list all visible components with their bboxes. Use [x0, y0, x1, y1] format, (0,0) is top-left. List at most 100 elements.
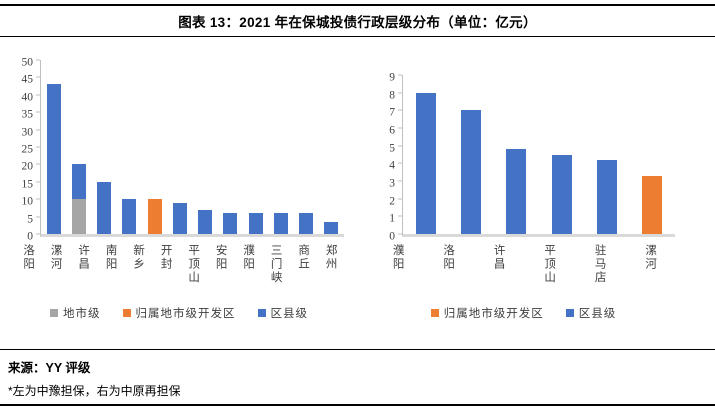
bar-segment-区县级 — [223, 213, 238, 234]
y-tick-label: 0 — [27, 230, 33, 243]
bar-slot-洛阳 — [41, 60, 66, 234]
y-tick-mark — [36, 146, 40, 148]
y-tick-mark — [398, 74, 402, 76]
bar-slot-南阳 — [117, 60, 142, 234]
right-chart-y-axis: 0 1 2 3 4 5 6 7 8 9 — [372, 72, 402, 242]
figure-title: 图表 13：2021 年在保城投债行政层级分布（单位：亿元） — [178, 15, 537, 30]
legend-label-归属地市级开发区: 归属地市级开发区 — [135, 308, 236, 320]
left-chart-legend: 地市级 归属地市级开发区 区县级 — [14, 305, 344, 321]
x-axis-label-开封: 开封 — [159, 244, 172, 271]
bar-segment-归属地市级开发区 — [642, 175, 663, 234]
bar-segment-地市级 — [71, 199, 86, 234]
bar-segment-区县级 — [122, 199, 137, 234]
y-tick-mark — [36, 163, 40, 165]
bar-segment-区县级 — [172, 202, 187, 234]
y-tick-mark — [36, 181, 40, 183]
bar-segment-区县级 — [299, 213, 314, 234]
bar-slot-郑州 — [319, 60, 344, 234]
x-axis-label-郑州: 郑州 — [324, 244, 337, 271]
y-tick-label: 9 — [389, 71, 395, 84]
bottom-rule — [0, 404, 715, 406]
x-label-slot: 安阳 — [207, 244, 235, 302]
x-label-slot: 洛阳 — [14, 244, 42, 302]
y-tick-label: 35 — [21, 108, 34, 121]
x-axis-label-漯河: 漯河 — [644, 244, 657, 271]
y-tick-mark — [398, 233, 402, 235]
y-tick-label: 20 — [21, 160, 34, 173]
bar-洛阳 — [46, 60, 61, 234]
x-label-slot: 许昌 — [69, 244, 97, 302]
bar-平顶山 — [198, 60, 213, 234]
y-tick-label: 15 — [21, 178, 34, 191]
x-label-slot: 南阳 — [97, 244, 125, 302]
legend-label-区县级: 区县级 — [578, 308, 617, 320]
x-label-slot: 平顶山 — [524, 244, 575, 302]
bar-segment-区县级 — [97, 181, 112, 234]
bar-驻马店 — [596, 75, 617, 234]
footer-rule — [0, 349, 715, 350]
y-tick-mark — [36, 216, 40, 218]
x-label-slot: 许昌 — [473, 244, 524, 302]
x-axis-label-商丘: 商丘 — [297, 244, 310, 271]
y-tick-mark — [398, 198, 402, 200]
x-axis-label-南阳: 南阳 — [104, 244, 117, 271]
y-tick-label: 6 — [389, 124, 395, 137]
bar-slot-漯河 — [66, 60, 91, 234]
left-chart-y-axis: 0 5 10 15 20 25 30 35 40 45 50 — [14, 57, 40, 242]
y-tick-mark — [398, 180, 402, 182]
bar-slot-许昌 — [92, 60, 117, 234]
legend-item-区县级: 区县级 — [565, 305, 617, 321]
bar-slot-平顶山 — [193, 60, 218, 234]
bar-slot-三门峡 — [268, 60, 293, 234]
legend-label-区县级: 区县级 — [270, 308, 308, 320]
y-tick-label: 7 — [389, 106, 395, 119]
right-chart-plot-area — [398, 74, 675, 237]
bar-segment-区县级 — [460, 110, 481, 234]
y-tick-mark — [398, 92, 402, 94]
y-tick-mark — [36, 111, 40, 113]
legend-item-归属地市级开发区: 归属地市级开发区 — [122, 305, 236, 321]
y-tick-label: 0 — [389, 230, 395, 243]
y-tick-label: 3 — [389, 177, 395, 190]
x-label-slot: 驻马店 — [574, 244, 625, 302]
bar-濮阳 — [248, 60, 263, 234]
footnote-text: *左为中豫担保，右为中原再担保 — [8, 384, 181, 398]
x-axis-label-濮阳: 濮阳 — [391, 244, 404, 271]
bar-slot-濮阳 — [403, 75, 448, 234]
bar-漯河 — [642, 75, 663, 234]
y-tick-mark — [398, 162, 402, 164]
y-tick-label: 4 — [389, 159, 395, 172]
x-axis-label-三门峡: 三门峡 — [269, 244, 282, 285]
y-tick-label: 2 — [389, 194, 395, 207]
y-tick-mark — [36, 198, 40, 200]
x-axis-label-许昌: 许昌 — [492, 244, 505, 271]
y-tick-label: 10 — [21, 195, 34, 208]
bar-slot-开封 — [167, 60, 192, 234]
bar-segment-区县级 — [71, 164, 86, 200]
bar-三门峡 — [273, 60, 288, 234]
left-chart-plot-area — [36, 59, 344, 237]
right-chart-legend: 归属地市级开发区 区县级 — [372, 305, 675, 321]
x-label-slot: 新乡 — [124, 244, 152, 302]
x-label-slot: 洛阳 — [423, 244, 474, 302]
title-rule — [0, 36, 715, 37]
x-axis-label-濮阳: 濮阳 — [242, 244, 255, 271]
bar-平顶山 — [551, 75, 572, 234]
y-tick-mark — [36, 59, 40, 61]
y-tick-label: 8 — [389, 88, 395, 101]
bar-segment-归属地市级开发区 — [147, 199, 162, 234]
y-tick-label: 25 — [21, 143, 34, 156]
bar-安阳 — [223, 60, 238, 234]
x-axis-label-新乡: 新乡 — [132, 244, 145, 271]
legend-swatch-归属地市级开发区 — [122, 309, 131, 317]
bar-segment-区县级 — [596, 159, 617, 234]
bar-segment-区县级 — [415, 92, 436, 234]
x-axis-label-洛阳: 洛阳 — [22, 244, 35, 271]
y-tick-label: 5 — [27, 212, 33, 225]
y-tick-label: 1 — [389, 212, 395, 225]
right-chart-x-axis-labels: 濮阳 洛阳 许昌 平顶山 驻马店 漯河 — [372, 244, 675, 302]
bar-许昌 — [506, 75, 527, 234]
bar-slot-驻马店 — [584, 75, 629, 234]
bar-漯河 — [71, 60, 86, 234]
y-tick-label: 40 — [21, 91, 34, 104]
